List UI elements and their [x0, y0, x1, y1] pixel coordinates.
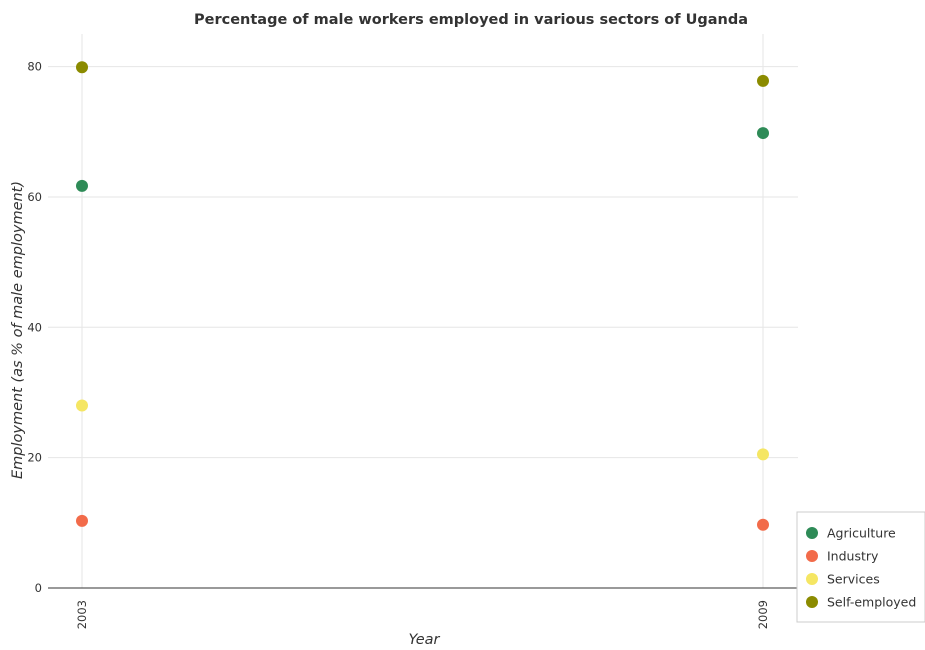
point-agriculture	[757, 127, 769, 140]
point-self-employed	[76, 61, 88, 74]
legend-label-agriculture: Agriculture	[827, 526, 896, 541]
legend: Agriculture Industry Services Self-employed	[796, 511, 925, 623]
chart-title: Percentage of male workers employed in v…	[194, 12, 748, 28]
point-industry	[757, 518, 769, 531]
point-services	[757, 448, 769, 461]
data-points	[76, 61, 769, 531]
point-industry	[76, 514, 88, 527]
legend-label-self-employed: Self-employed	[827, 595, 916, 610]
point-services	[76, 399, 88, 412]
y-tick-label: 0	[35, 581, 42, 595]
legend-label-industry: Industry	[827, 549, 879, 564]
x-tick-label: 2003	[75, 600, 89, 629]
point-self-employed	[757, 74, 769, 87]
legend-box	[796, 511, 925, 623]
legend-marker-industry	[806, 550, 818, 562]
legend-marker-agriculture	[806, 527, 818, 539]
legend-marker-self-employed	[806, 596, 818, 608]
y-tick-label: 20	[27, 451, 42, 465]
grid	[48, 34, 798, 589]
point-agriculture	[76, 179, 88, 192]
axes: 0 20 40 60 80 2003 2009	[27, 60, 798, 629]
legend-marker-services	[806, 573, 818, 585]
y-tick-label: 80	[27, 60, 42, 74]
x-tick-label: 2009	[756, 600, 770, 629]
y-tick-label: 60	[27, 190, 42, 204]
y-axis-title: Employment (as % of male employment)	[10, 181, 26, 479]
y-tick-label: 40	[27, 320, 42, 334]
x-axis-title: Year	[408, 632, 440, 648]
legend-label-services: Services	[827, 572, 880, 587]
